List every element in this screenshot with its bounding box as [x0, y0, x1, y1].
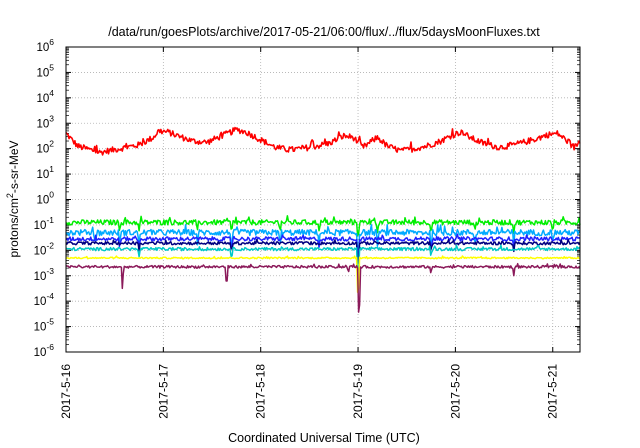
- y-tick-label: 106: [36, 37, 54, 54]
- series-line-4: [65, 238, 581, 265]
- x-tick-label: 2017-5-20: [448, 364, 462, 419]
- x-tick-label: 2017-5-16: [59, 364, 73, 419]
- y-tick-label: 105: [36, 62, 54, 79]
- y-tick-labels: 10-6 10-5 10-4 10-3 10-2 10-1 100 101 102 103 104 1…: [34, 37, 55, 359]
- y-tick-label: 10-5: [34, 317, 55, 334]
- plot-frame: [65, 46, 581, 353]
- series-line-7: [65, 262, 581, 313]
- y-tick-label: 104: [36, 88, 54, 105]
- series-line-6: [65, 255, 580, 293]
- x-tick-labels: 2017-5-16 2017-5-17 2017-5-18 2017-5-19 2017…: [59, 364, 560, 419]
- y-tick-label: 101: [36, 164, 54, 181]
- y-tick-label: 10-1: [34, 215, 55, 232]
- grid: [65, 46, 580, 353]
- chart-title: /data/run/goesPlots/archive/2017-05-21/0…: [108, 25, 540, 39]
- y-axis-label: protons/cm2-s-sr-MeV: [5, 140, 21, 257]
- series-line-5: [65, 244, 581, 275]
- series-line-0: [65, 126, 581, 156]
- x-axis-label: Coordinated Universal Time (UTC): [228, 431, 420, 445]
- y-tick-label: 10-4: [34, 291, 55, 308]
- x-tick-label: 2017-5-19: [351, 364, 365, 419]
- x-tick-label: 2017-5-17: [156, 364, 170, 419]
- x-tick-label: 2017-5-18: [254, 364, 268, 419]
- series-line-1: [65, 215, 581, 237]
- y-tick-label: 100: [36, 190, 54, 207]
- series-lines: [65, 126, 581, 313]
- y-tick-label: 10-3: [34, 266, 55, 283]
- y-tick-label: 103: [36, 113, 54, 130]
- y-tick-label: 10-2: [34, 240, 55, 257]
- y-tick-label: 10-6: [34, 342, 55, 359]
- y-tick-label: 102: [36, 139, 54, 156]
- x-tick-label: 2017-5-21: [546, 364, 560, 419]
- series-line-3: [65, 233, 581, 260]
- series-line-2: [65, 223, 581, 254]
